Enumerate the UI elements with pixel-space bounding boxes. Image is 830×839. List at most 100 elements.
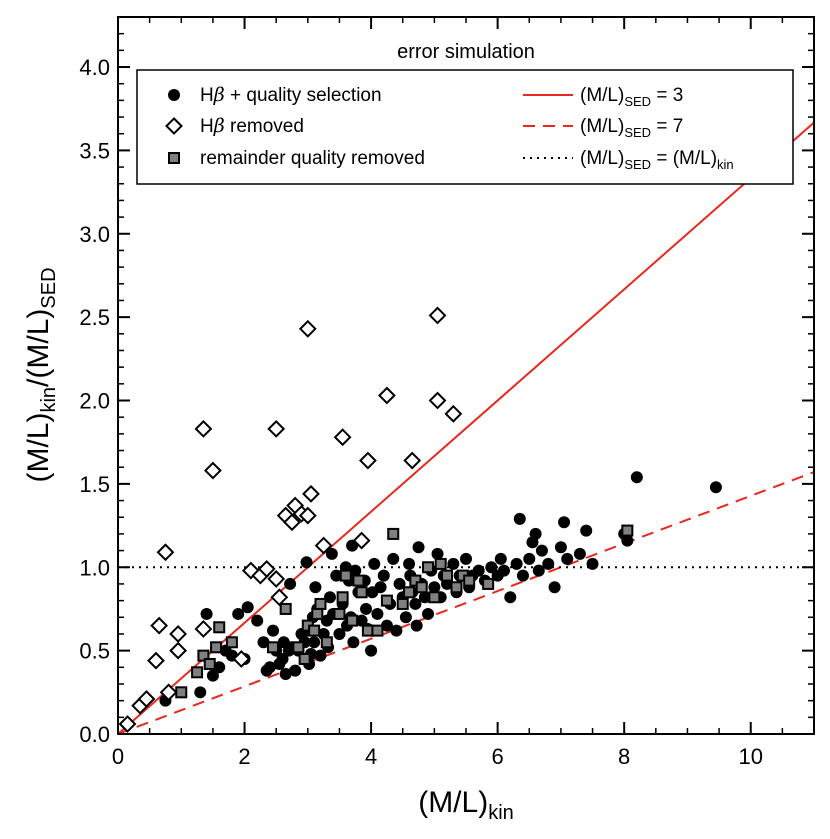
data-point-circle [472,564,485,577]
data-point-circle [374,581,387,594]
data-point-circle [529,527,542,540]
x-axis-title: (M/L)kin [418,786,514,824]
data-point-circle [368,557,381,570]
data-point-circle [330,569,343,582]
data-point-circle [510,557,523,570]
data-point-diamond [298,506,317,525]
x-axis-title-base: (M/L) [418,786,488,819]
data-point-square [267,641,280,654]
data-point-circle [409,597,422,610]
x-tick-label: 2 [238,744,250,769]
data-point-circle [323,591,336,604]
data-point-square [396,597,409,610]
data-point-circle [399,611,412,624]
data-point-circle [314,649,327,662]
data-point-circle [390,624,403,637]
data-point-circle [630,471,643,484]
data-point-circle [542,557,555,570]
data-point-circle [431,547,444,560]
data-point-diamond [150,616,169,635]
data-point-square [225,636,238,649]
data-point-circle [267,624,280,637]
data-point-diamond [137,690,156,708]
data-point-circle [360,602,373,615]
data-point-square [409,574,422,587]
data-point-circle [447,557,460,570]
data-point-diamond [267,570,286,588]
y-axis-title-sub2: SED [38,267,60,308]
data-point-diamond [283,513,301,532]
data-point-diamond [156,543,175,562]
data-point-diamond [359,451,377,470]
data-point-square [463,574,476,587]
data-point-diamond [333,428,352,447]
data-point-circle [494,552,507,565]
data-point-square [355,586,368,599]
y-tick-label: 4.0 [79,55,110,80]
data-point-diamond [298,319,317,338]
data-point-square [210,641,223,654]
data-point-circle [516,569,529,582]
data-point-diamond [352,531,371,550]
data-point-diamond [241,561,260,580]
legend-label-hbeta-rest: + quality selection [225,85,382,106]
data-point-square [428,591,441,604]
data-point-circle [513,512,526,525]
data-point-square [403,586,416,599]
y-axis-title-mid: /(M/L) [22,309,55,387]
data-point-circle [257,636,270,649]
x-tick-label: 6 [492,744,504,769]
data-point-circle [460,552,472,565]
data-point-circle [523,552,536,565]
data-point-diamond [203,461,222,480]
legend-label-equal-base: (M/L) [580,148,624,169]
data-point-square [339,569,352,582]
data-point-circle [241,601,254,614]
legend-label-equal-sub: SED [624,157,651,172]
data-point-square [441,569,454,582]
data-point-circle [428,581,441,594]
data-point-circle [206,669,219,682]
data-point-circle [308,636,321,649]
data-point-circle [251,614,264,627]
data-point-circle [504,591,517,604]
y-tick-label: 2.0 [79,389,110,414]
reference-lines [117,121,815,735]
legend: Hβ + quality selection Hβ removed remain… [136,69,794,185]
x-tick-label: 4 [365,744,377,769]
data-point-square [422,561,435,574]
data-point-circle [497,564,510,577]
legend-label-removed: Hβ removed [200,115,304,137]
y-axis-title: (M/L)kin/(M/L)SED [22,267,60,482]
axis-ticks: 0 2 4 6 8 10 0.0 0.5 1.0 1.5 2.0 2.5 3.0 3.5 4.0 [79,16,815,769]
legend-box [136,69,794,185]
data-point-circle [586,557,599,570]
data-point-circle [377,569,390,582]
legend-label-equal: (M/L)SED = (M/L)kin [580,148,734,172]
x-tick-label: 8 [618,744,630,769]
data-point-square [333,607,346,620]
data-point-square [292,641,305,654]
legend-label-sed7-suffix: = 7 [651,116,683,137]
y-tick-label: 3.0 [79,222,110,247]
x-axis-title-sub: kin [488,802,514,824]
data-point-circle [200,607,213,620]
data-point-square [213,621,226,634]
data-point-circle [387,552,400,565]
legend-label-remainder-text: remainder quality removed [200,148,425,169]
data-point-diamond [159,683,178,702]
data-point-circle [276,652,289,665]
data-point-circle [558,516,571,529]
data-point-circle [403,557,416,570]
data-point-square [175,686,188,699]
legend-label-removed-rest: removed [225,116,304,137]
data-point-circle [573,547,586,560]
legend-label-sed3-base: (M/L) [580,85,624,106]
y-tick-label: 0.0 [79,722,110,747]
y-axis-title-sub: kin [38,387,60,413]
data-point-diamond [403,451,422,470]
legend-label-sed3-suffix: = 3 [651,85,683,106]
data-point-diamond [314,536,333,555]
data-point-circle [393,577,406,590]
